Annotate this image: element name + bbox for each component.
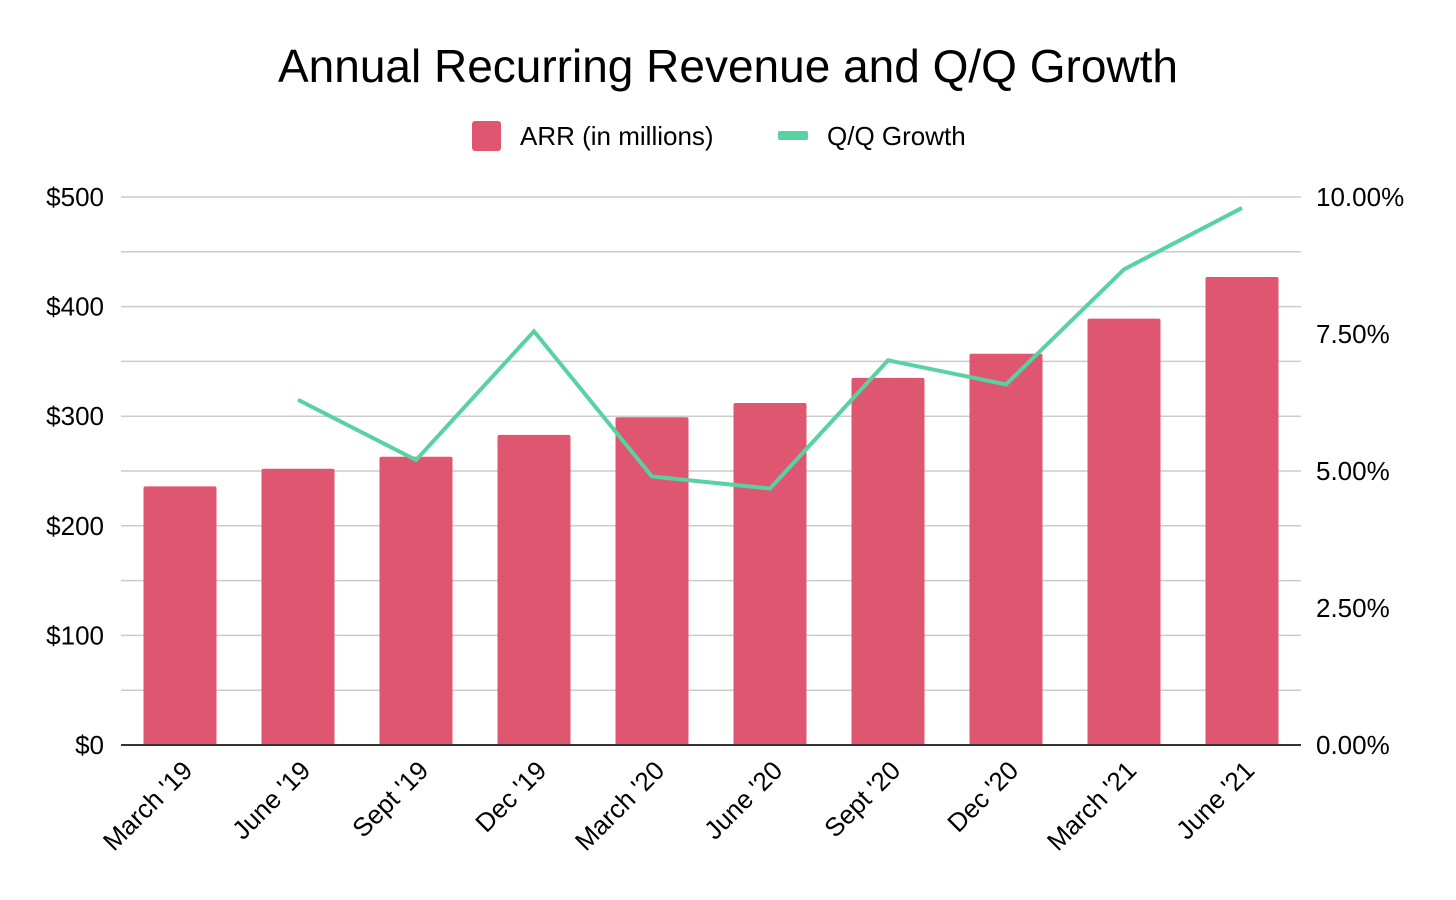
bar: [1087, 318, 1161, 745]
x-tick-label: Sept '19: [346, 755, 434, 843]
x-tick-label: June '20: [698, 755, 788, 845]
y-tick-label-right: 7.50%: [1316, 319, 1390, 349]
legend-swatch-growth: [778, 131, 808, 140]
bar: [851, 377, 925, 745]
bar: [733, 403, 807, 745]
y-tick-label-right: 10.00%: [1316, 182, 1404, 212]
bar: [497, 434, 571, 745]
x-tick-label: Sept '20: [818, 755, 906, 843]
bar: [1205, 277, 1279, 745]
y-tick-label-left: $0: [75, 730, 104, 760]
bar: [969, 353, 1043, 745]
growth-line: [297, 206, 1243, 491]
y-tick-label-right: 5.00%: [1316, 456, 1390, 486]
bar: [379, 456, 453, 745]
legend-label-arr: ARR (in millions): [520, 121, 714, 151]
x-tick-label: March '20: [569, 755, 670, 856]
y-tick-label-left: $500: [46, 182, 104, 212]
x-tick-label: Dec '20: [941, 755, 1024, 838]
line-series-growth: [297, 206, 1243, 491]
x-tick-label: June '21: [1170, 755, 1260, 845]
axes: $0 $100 $200 $300 $400 $500 0.00% 2.50% 5.00% 7.5…: [46, 182, 1404, 856]
x-tick-label: March '19: [97, 755, 198, 856]
bar: [261, 468, 335, 745]
y-tick-label-left: $100: [46, 620, 104, 650]
y-tick-label-right: 0.00%: [1316, 730, 1390, 760]
x-tick-label: June '19: [226, 755, 316, 845]
bar: [143, 486, 217, 745]
bar: [615, 417, 689, 745]
x-tick-label: March '21: [1041, 755, 1142, 856]
chart-title: Annual Recurring Revenue and Q/Q Growth: [278, 40, 1178, 92]
x-tick-label: Dec '19: [469, 755, 552, 838]
legend: ARR (in millions) Q/Q Growth: [472, 121, 966, 151]
legend-label-growth: Q/Q Growth: [827, 121, 966, 151]
y-tick-label-left: $300: [46, 401, 104, 431]
y-tick-label-left: $400: [46, 292, 104, 322]
bar-series-arr: [143, 277, 1279, 745]
y-tick-label-right: 2.50%: [1316, 593, 1390, 623]
legend-swatch-arr: [472, 121, 501, 151]
y-tick-label-left: $200: [46, 511, 104, 541]
